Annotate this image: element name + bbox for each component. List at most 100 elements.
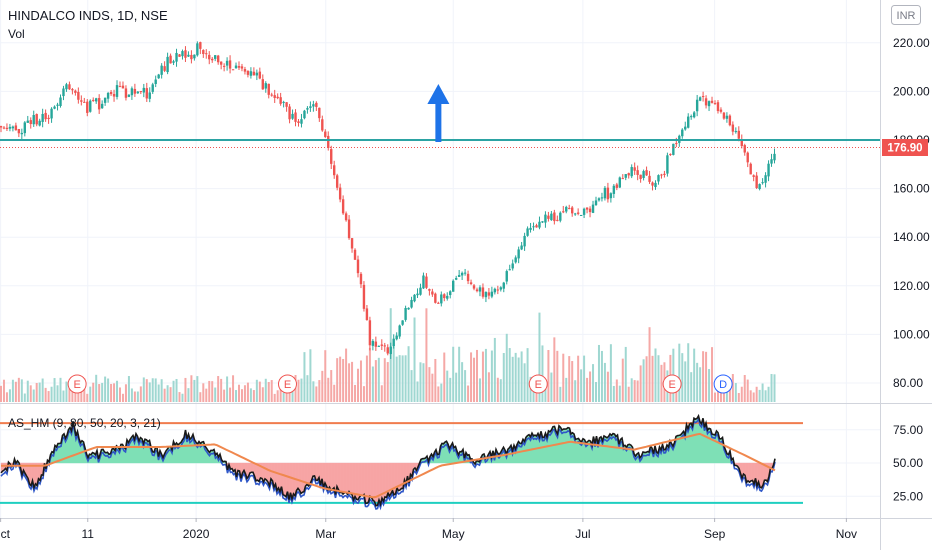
candle-body: [389, 346, 392, 355]
volume-bar: [395, 356, 398, 402]
candle-body: [502, 282, 505, 289]
volume-bar: [166, 385, 169, 402]
oscillator-fill: [759, 462, 762, 489]
event-marker-e[interactable]: E: [662, 374, 682, 394]
volume-bar: [119, 387, 121, 402]
time-axis[interactable]: Oct 11 2020 Mar May Jul Sep Nov: [0, 518, 857, 541]
candle-body: [181, 51, 184, 57]
volume-bar: [148, 382, 151, 402]
candle-body: [454, 278, 458, 280]
candle-body: [591, 204, 595, 213]
candle-body: [579, 214, 583, 216]
volume-bar: [752, 392, 755, 402]
volume-bar: [59, 377, 62, 402]
currency-button[interactable]: INR: [891, 5, 921, 25]
volume-bar: [163, 388, 166, 402]
volume-bar: [702, 351, 705, 402]
candle-body: [690, 116, 693, 118]
volume-bar: [630, 378, 633, 402]
volume-bar: [758, 389, 761, 402]
event-marker-circle: [713, 374, 733, 394]
volume-bar: [229, 387, 232, 402]
oscillator-fill: [644, 452, 647, 464]
price-scale[interactable]: 220.00200.00180.00160.00140.00120.00100.…: [893, 36, 930, 390]
candle-body: [669, 153, 672, 155]
volume-bar: [312, 381, 315, 402]
event-marker-d[interactable]: D: [713, 374, 733, 394]
volume-bar: [279, 383, 282, 402]
oscillator-fill: [210, 450, 213, 464]
volume-bar: [425, 308, 428, 402]
volume-bar: [398, 355, 401, 402]
volume-bar: [678, 343, 681, 402]
candle-body: [350, 238, 354, 249]
volume-bar: [708, 369, 711, 402]
volume-bar: [20, 379, 23, 402]
volume-bar: [586, 377, 589, 402]
candle-body: [374, 341, 378, 347]
volume-bar: [773, 374, 776, 402]
volume-bar: [196, 376, 199, 402]
candle-body: [609, 193, 613, 199]
volume-bar: [309, 349, 312, 402]
volume-bar: [273, 393, 276, 402]
volume-bar: [68, 381, 71, 402]
volume-bar: [220, 378, 223, 402]
candle-body: [600, 197, 604, 199]
volume-bar: [386, 362, 389, 402]
oscillator-fill: [365, 462, 368, 504]
candle-body: [645, 170, 648, 176]
candle-body: [395, 335, 398, 340]
candle-body: [657, 175, 660, 182]
volume-bar: [127, 376, 130, 402]
volume-bar: [458, 346, 461, 402]
candle-body: [333, 165, 336, 176]
oscillator-fill: [749, 462, 752, 483]
volume-bar: [481, 351, 484, 402]
volume-bar: [187, 388, 190, 402]
up-arrow-drawing[interactable]: [427, 84, 450, 142]
candle-body: [615, 184, 619, 188]
volume-bar: [711, 347, 714, 402]
symbol-title: HINDALCO INDS, 1D, NSE: [8, 8, 168, 23]
oscillator-fill: [315, 462, 318, 481]
candle-body: [496, 289, 500, 291]
event-marker-e[interactable]: E: [67, 374, 87, 394]
volume-bar: [440, 383, 443, 402]
volume-bar: [449, 377, 452, 402]
volume-bar: [41, 378, 44, 402]
event-marker-e[interactable]: E: [528, 374, 548, 394]
event-marker-circle: [67, 374, 87, 394]
candle-body: [65, 84, 68, 90]
candle-body: [559, 212, 562, 221]
volume-bar: [157, 384, 160, 402]
candle-body: [728, 115, 732, 126]
volume-bar: [336, 358, 339, 402]
oscillator-fill: [104, 451, 107, 464]
volume-bar: [767, 386, 770, 402]
candle-body: [764, 175, 767, 183]
candle-body: [517, 249, 520, 259]
candle-body: [74, 90, 77, 93]
candle-body: [734, 131, 738, 133]
candle-body: [594, 200, 598, 205]
volume-bar: [113, 383, 116, 402]
candle-body: [469, 282, 473, 285]
candle-body: [154, 79, 157, 84]
candle-body: [425, 276, 428, 288]
candle-body: [106, 93, 110, 99]
event-marker-e[interactable]: E: [278, 374, 297, 394]
oscillator-fill: [350, 462, 353, 495]
candle-body: [312, 104, 315, 107]
candle-body: [103, 97, 107, 103]
candle-body: [440, 294, 443, 304]
candle-body: [749, 163, 752, 175]
candle-body: [571, 207, 574, 214]
volume-bar: [597, 344, 600, 402]
candle-body: [59, 97, 62, 107]
oscillator-fill: [453, 446, 456, 464]
candle-body: [520, 245, 523, 250]
indicator-scale[interactable]: 75.00 50.00 25.00: [893, 423, 923, 504]
candle-body: [121, 85, 125, 89]
